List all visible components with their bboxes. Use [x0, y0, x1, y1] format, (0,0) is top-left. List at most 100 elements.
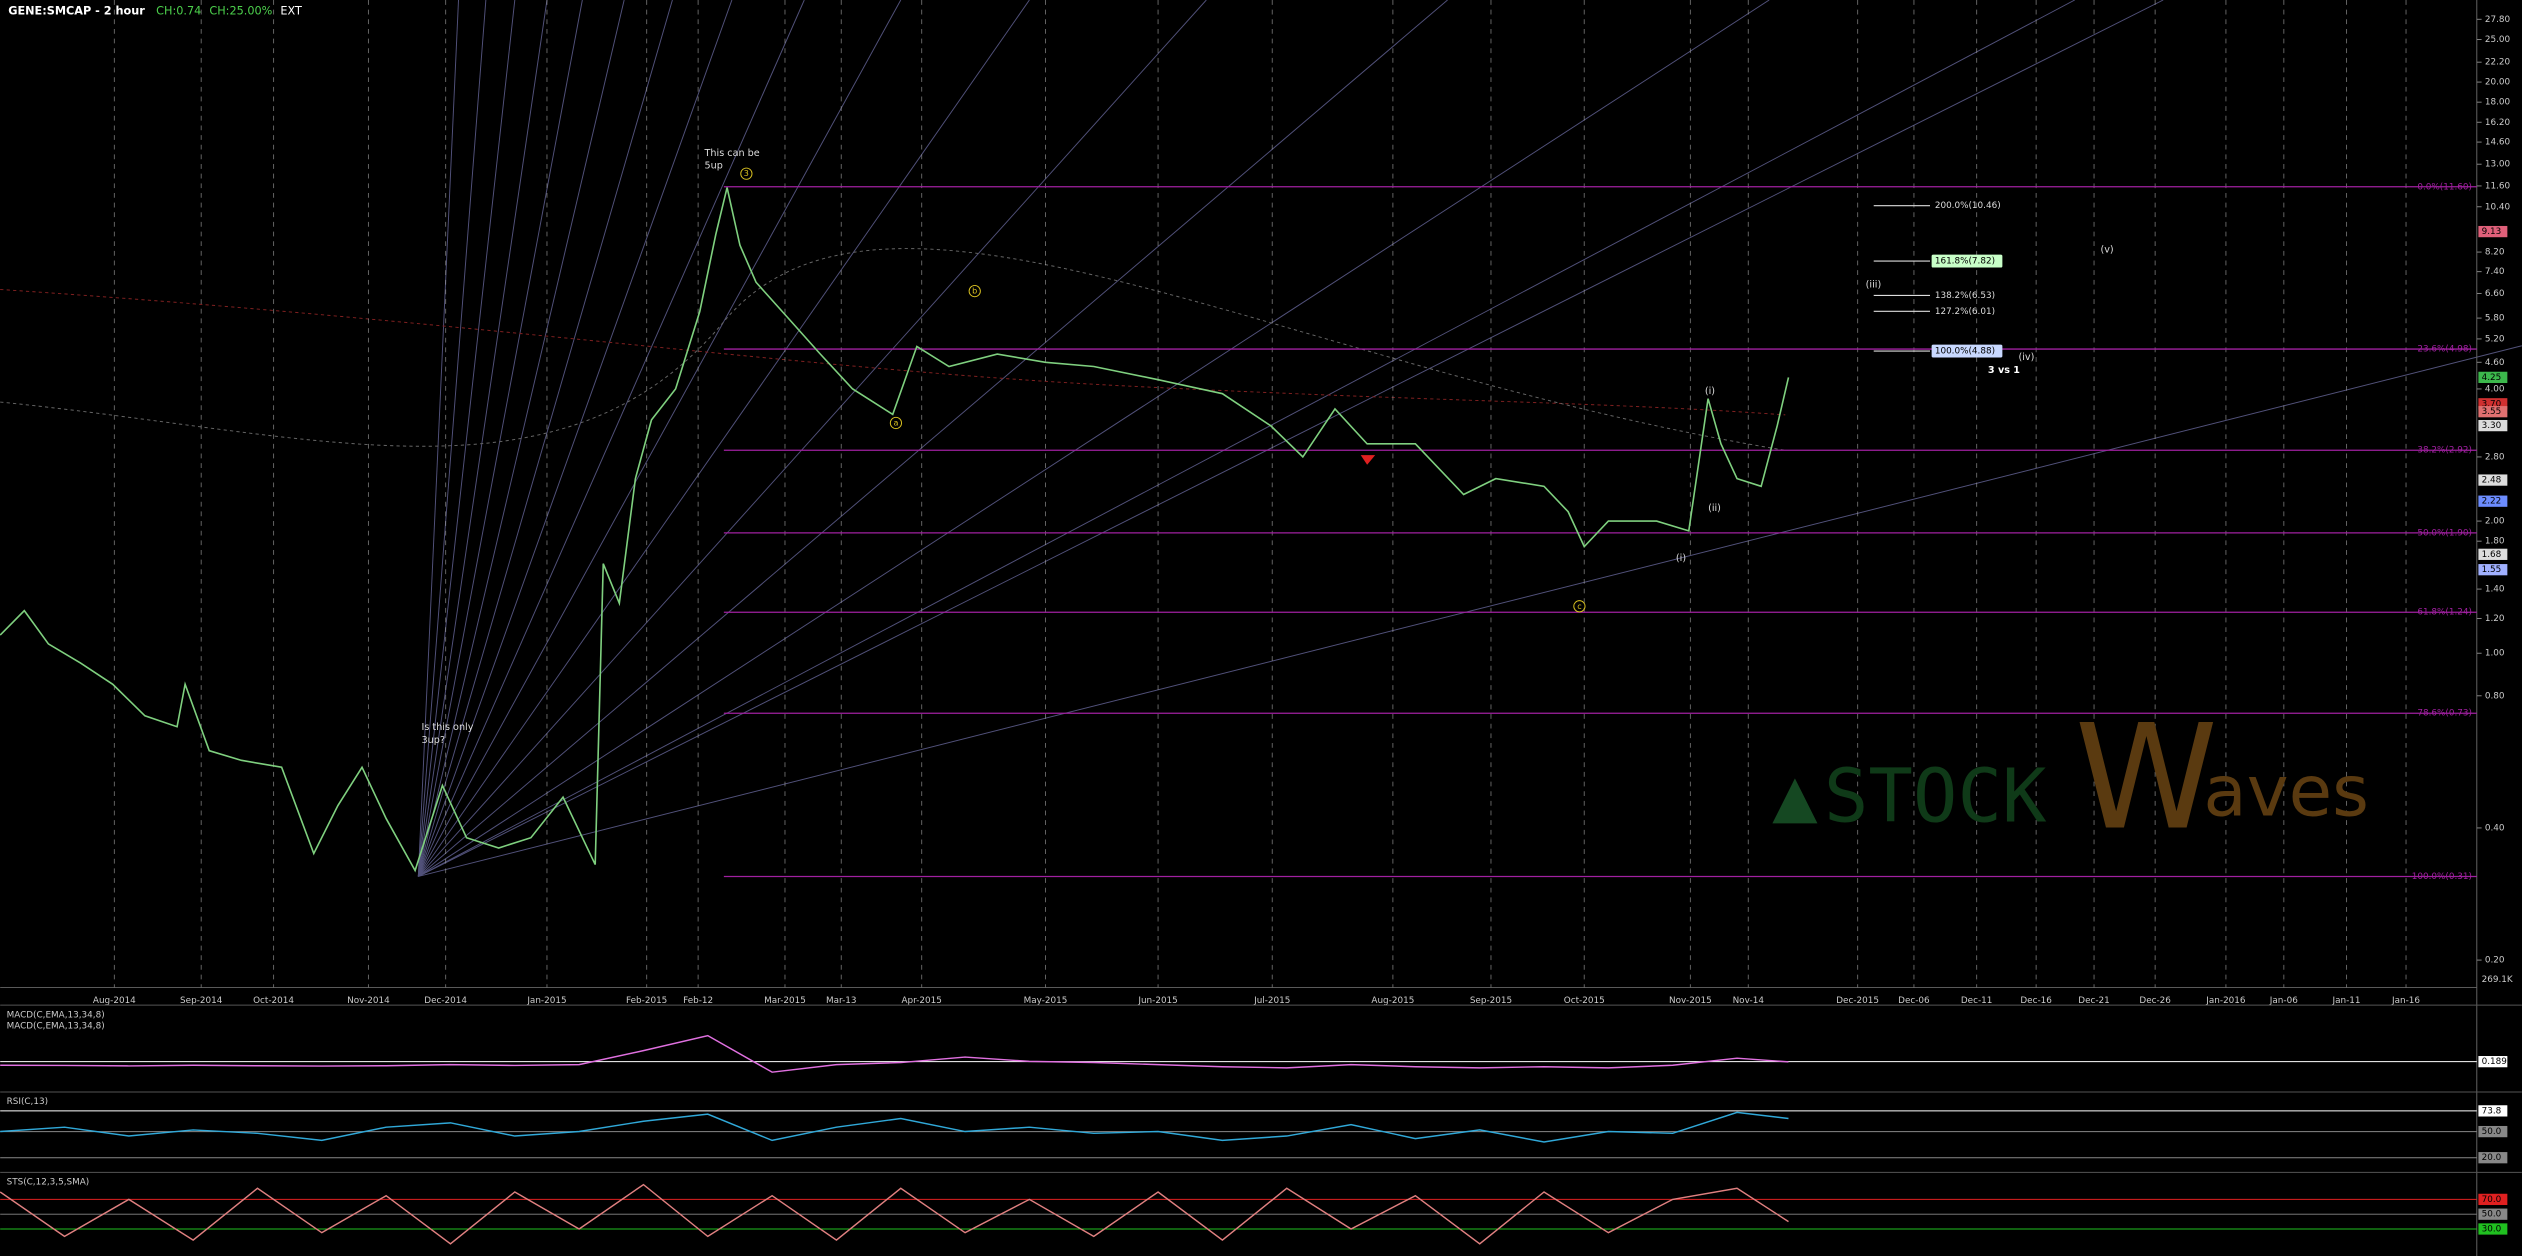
x-tick-label: Mar-13: [826, 996, 857, 1006]
wave-label: b: [972, 287, 977, 296]
y-tick-label: 1.20: [2485, 614, 2505, 624]
y-tick-label: 6.60: [2485, 289, 2505, 299]
indicator-line: [0, 1034, 1789, 1073]
price-tag-label: 3.30: [2482, 421, 2502, 431]
y-tick-label: 11.60: [2485, 181, 2511, 191]
x-tick-label: Jan-2016: [2205, 996, 2246, 1006]
watermark-text: STOCK: [1824, 753, 2047, 839]
price-tag-label: 1.55: [2482, 565, 2502, 575]
y-tick-label: 0.20: [2485, 956, 2505, 966]
x-tick-label: Nov-14: [1733, 996, 1765, 1006]
fib-label: 50.0%(1.90): [2417, 528, 2472, 538]
y-tick-label: 1.00: [2485, 649, 2505, 659]
x-tick-label: Sep-2014: [180, 996, 223, 1006]
indicator-line: [0, 1183, 1789, 1245]
x-tick-label: Dec-2014: [424, 996, 467, 1006]
fib-label: 100.0%(0.31): [2412, 872, 2472, 882]
moving-average: [0, 288, 1786, 416]
level-tag: [2478, 1208, 2508, 1220]
extension-label: 138.2%(6.53): [1935, 291, 1995, 301]
x-tick-label: Jan-2015: [526, 996, 566, 1006]
annotation: 3up?: [422, 735, 445, 746]
fib-label: 61.8%(1.24): [2417, 608, 2472, 618]
x-tick-label: Jul-2015: [1253, 996, 1290, 1006]
extension-label: 127.2%(6.01): [1935, 307, 1995, 317]
gann-fan: [417, 0, 2522, 877]
y-tick-label: 1.80: [2485, 537, 2505, 547]
wave-label: c: [1577, 602, 1581, 611]
level-label: 50.0: [2482, 1127, 2502, 1137]
price-tag: [2478, 495, 2508, 507]
wave-label: a: [893, 418, 898, 427]
y-tick-label: 4.00: [2485, 384, 2505, 394]
x-tick-label: Dec-06: [1898, 996, 1930, 1006]
price-tag-label: 3.55: [2482, 407, 2502, 417]
y-tick-label: 22.20: [2485, 58, 2511, 68]
chart-title: GENE:SMCAP - 2 hour: [8, 4, 145, 17]
price-tag: [2478, 419, 2508, 432]
watermark-text: aves: [2203, 750, 2369, 833]
x-tick-label: Mar-2015: [764, 996, 806, 1006]
x-tick-label: Aug-2015: [1371, 996, 1414, 1006]
header-stat: CH:0.74: [156, 4, 201, 17]
level-tag: [2478, 1105, 2508, 1117]
annotation: 3 vs 1: [1988, 365, 2020, 376]
annotation: This can be: [704, 148, 760, 159]
extension-label: 200.0%(10.46): [1935, 201, 2001, 211]
x-tick-label: Aug-2014: [93, 996, 136, 1006]
y-tick-label: 7.40: [2485, 267, 2505, 277]
watermark-logo: [1772, 778, 1818, 824]
level-label: 50.0: [2482, 1210, 2502, 1220]
level-label: 30.0: [2482, 1224, 2502, 1234]
indicator-title: MACD(C,EMA,13,34,8): [7, 1010, 105, 1020]
level-label: 70.0: [2482, 1195, 2502, 1205]
price-tag: [2478, 564, 2508, 576]
y-tick-label: 18.00: [2485, 98, 2511, 108]
y-tick-label: 2.80: [2485, 452, 2505, 462]
wave-circle: [740, 167, 753, 180]
volume-label: 269.1K: [2482, 975, 2513, 985]
annotation: (i): [1676, 553, 1686, 564]
price-tag-label: 2.22: [2482, 497, 2502, 507]
fib-label: 78.6%(0.73): [2417, 709, 2472, 719]
y-tick-label: 16.20: [2485, 118, 2511, 128]
extension-box: [1931, 254, 2003, 268]
x-tick-label: Feb-12: [683, 996, 713, 1006]
price-tag: [2478, 225, 2508, 238]
level-tag: [2478, 1193, 2508, 1206]
y-tick-label: 0.40: [2485, 823, 2505, 833]
x-tick-label: Jan-16: [2391, 996, 2420, 1006]
y-tick-label: 5.20: [2485, 334, 2505, 344]
extension-box: [1931, 344, 2003, 358]
price-tag-label: 4.25: [2482, 373, 2502, 383]
price-line: [0, 187, 1790, 873]
level-tag: [2478, 1056, 2508, 1068]
x-tick-label: Jan-11: [2332, 996, 2361, 1006]
annotation: (i): [1705, 386, 1715, 397]
price-tag-label: 2.48: [2482, 476, 2502, 486]
y-tick-label: 27.80: [2485, 15, 2511, 25]
price-tag: [2478, 406, 2508, 418]
price-tag: [2478, 548, 2508, 560]
extension-label: 161.8%(7.82): [1935, 257, 1995, 267]
fib-label: 23.6%(4.98): [2417, 345, 2472, 355]
y-tick-label: 2.00: [2485, 517, 2505, 527]
y-tick-label: 8.20: [2485, 248, 2505, 258]
x-tick-label: Apr-2015: [901, 996, 941, 1006]
wave-circle: [1573, 600, 1586, 613]
x-tick-label: Feb-2015: [626, 996, 667, 1006]
annotation: 5up: [705, 161, 723, 172]
indicator-title: RSI(C,13): [7, 1097, 48, 1107]
x-tick-label: Dec-26: [2139, 996, 2171, 1006]
level-tag: [2478, 1223, 2508, 1235]
level-tag: [2478, 1125, 2508, 1138]
level-tag: [2478, 1152, 2508, 1164]
y-tick-label: 20.00: [2485, 78, 2511, 88]
x-tick-label: Dec-21: [2078, 996, 2110, 1006]
y-tick-label: 4.60: [2485, 358, 2505, 368]
indicator-line: [0, 1111, 1789, 1143]
price-tag: [2478, 371, 2508, 384]
indicator-title: STS(C,12,3,5,SMA): [7, 1178, 90, 1188]
